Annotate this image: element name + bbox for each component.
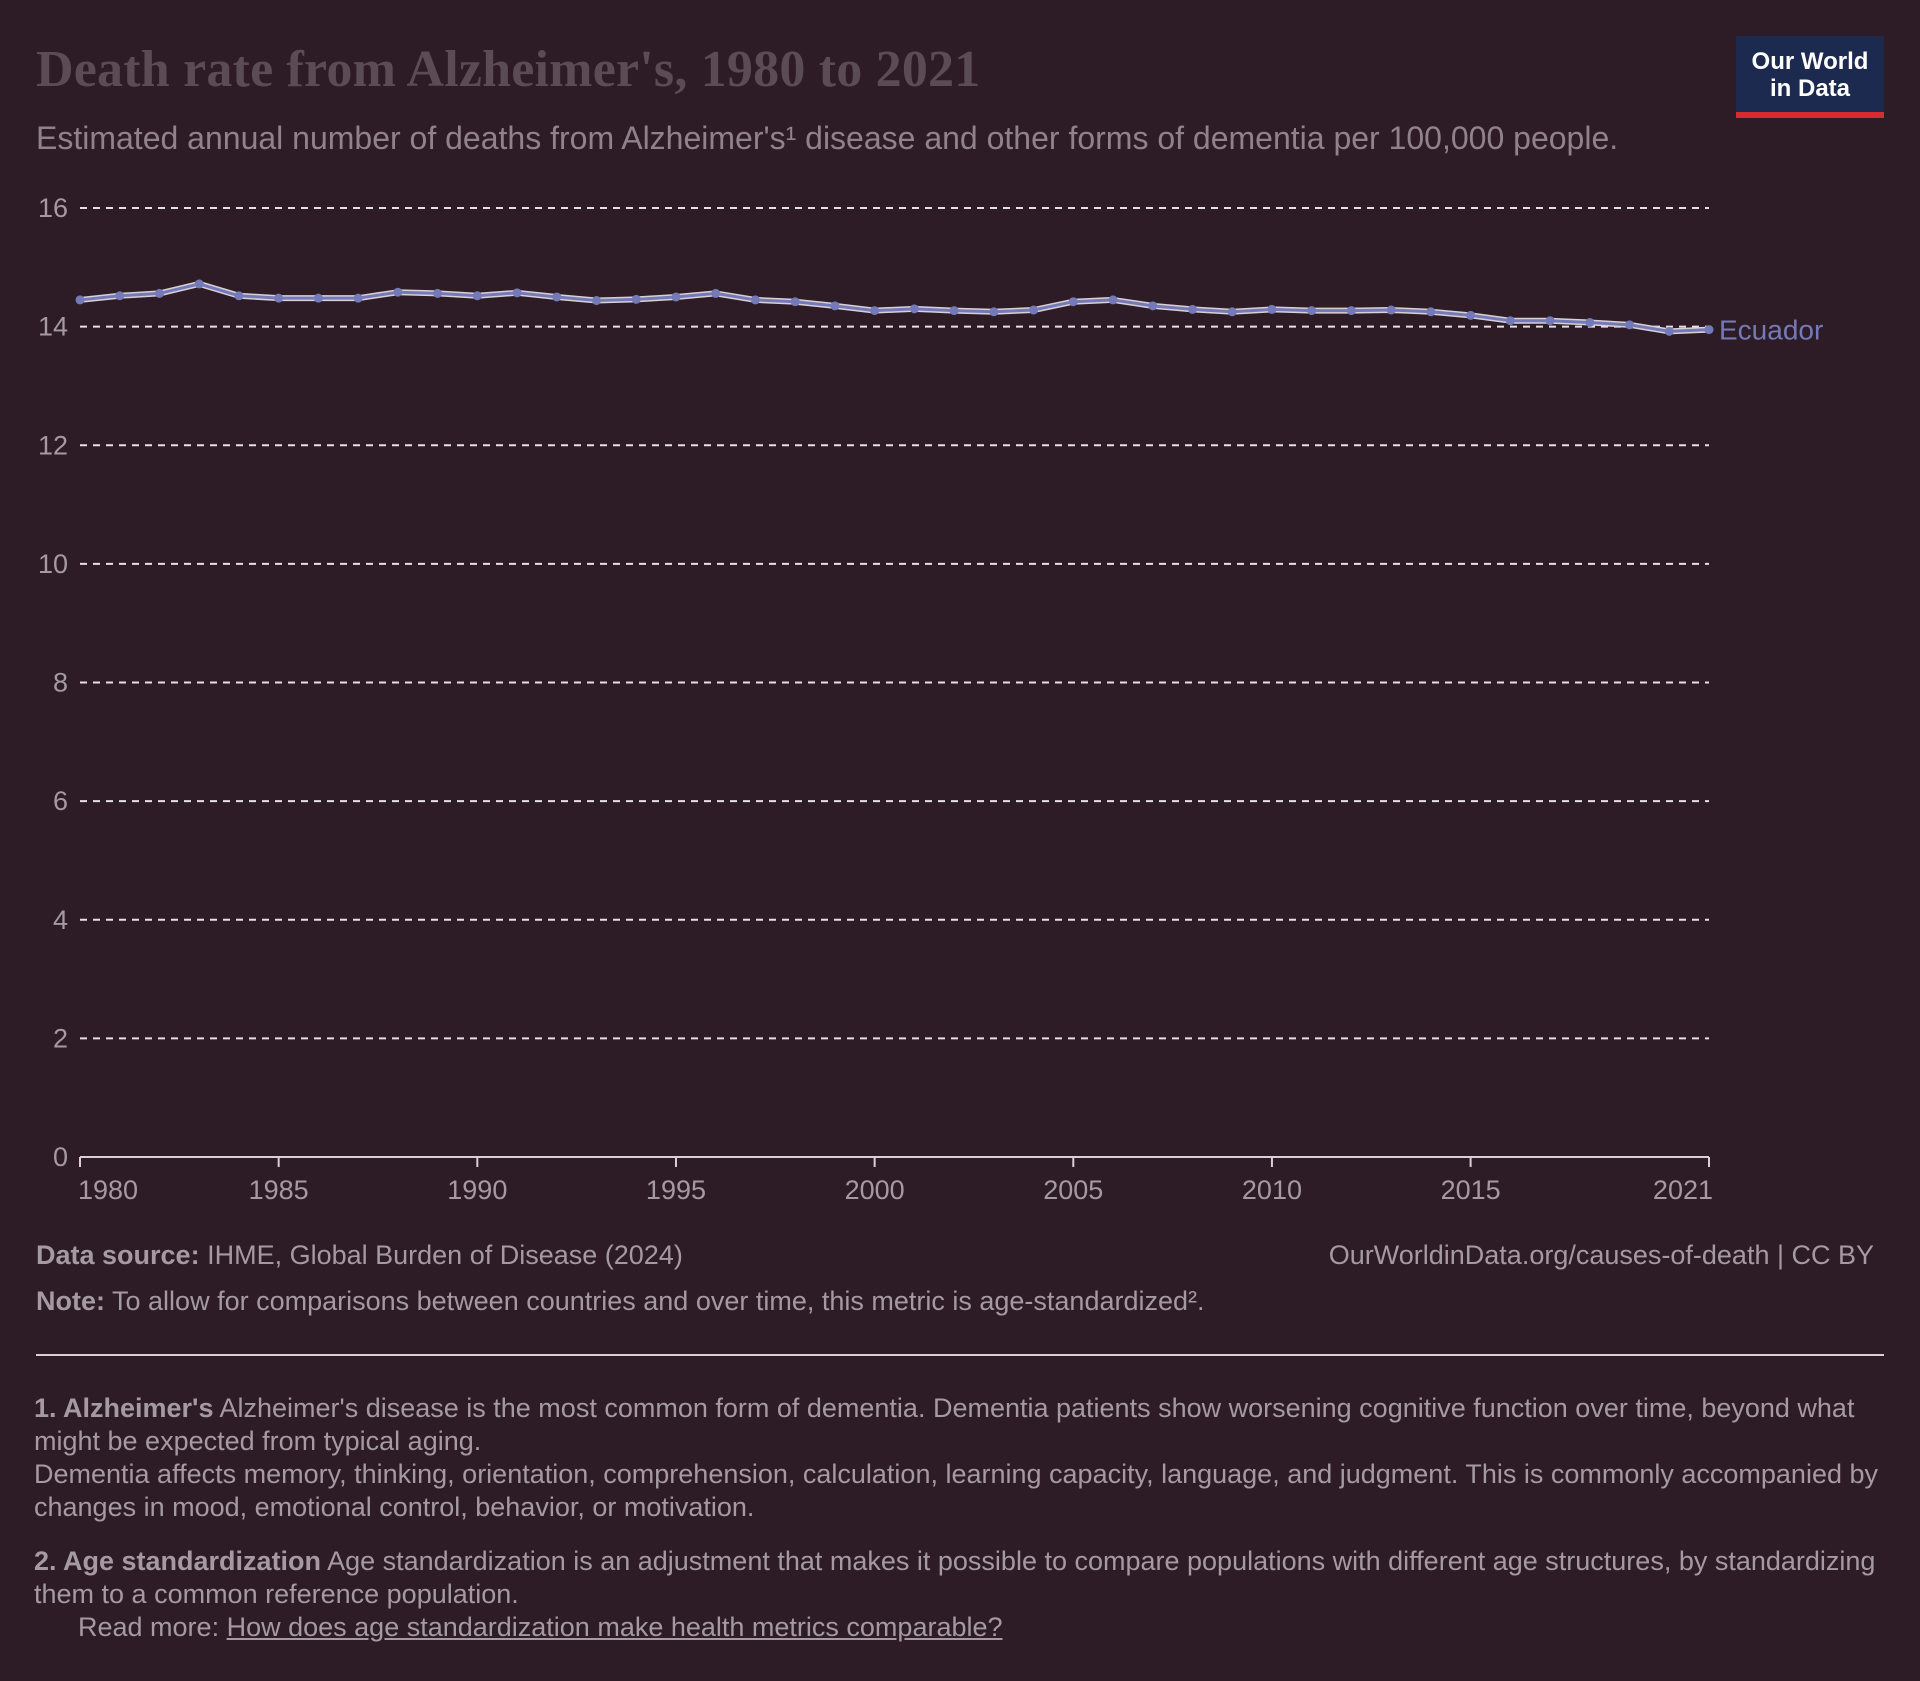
- source-text: IHME, Global Burden of Disease (2024): [207, 1240, 683, 1270]
- data-point: [313, 293, 323, 303]
- series-group: Ecuador: [75, 279, 1823, 346]
- data-point: [472, 291, 482, 301]
- footnote-1-label: 1. Alzheimer's: [34, 1393, 214, 1423]
- logo-line-2: in Data: [1769, 75, 1850, 102]
- data-point: [1585, 317, 1595, 327]
- data-point: [1068, 297, 1078, 307]
- data-point: [671, 292, 681, 302]
- read-more-link[interactable]: How does age standardization make health…: [226, 1612, 1003, 1642]
- data-point: [909, 304, 919, 314]
- x-tick-label: 2005: [1043, 1175, 1103, 1205]
- x-tick-label: 2000: [845, 1175, 905, 1205]
- footnote-2-text: Age standardization is an adjustment tha…: [34, 1546, 1876, 1609]
- chart-subtitle: Estimated annual number of deaths from A…: [36, 120, 1619, 156]
- y-tick-label: 16: [38, 193, 68, 223]
- logo-line-1: Our World: [1751, 48, 1869, 75]
- series-label: Ecuador: [1719, 315, 1823, 346]
- data-point: [1346, 306, 1356, 316]
- data-point: [1029, 305, 1039, 315]
- footnote-2: 2. Age standardization Age standardizati…: [34, 1545, 1894, 1644]
- y-tick-label: 10: [38, 549, 68, 579]
- data-point: [1187, 304, 1197, 314]
- x-tick-label: 2021: [1653, 1175, 1713, 1205]
- data-point: [750, 295, 760, 305]
- line-chart: 0 2 4 6 8 10 12 14 16 1980 1985 1990 1995 2000 2005 20…: [38, 193, 1823, 1205]
- data-point: [1664, 326, 1674, 336]
- footnote-1: 1. Alzheimer's Alzheimer's disease is th…: [34, 1392, 1894, 1524]
- source-line: Data source: IHME, Global Burden of Dise…: [36, 1240, 683, 1271]
- data-point: [711, 288, 721, 298]
- data-point: [393, 287, 403, 297]
- data-point: [790, 297, 800, 307]
- data-point: [1227, 307, 1237, 317]
- x-tick-label: 1985: [249, 1175, 309, 1205]
- data-point: [115, 291, 125, 301]
- x-axis: 1980 1985 1990 1995 2000 2005 2010 2015 2021: [78, 1156, 1713, 1205]
- owid-logo[interactable]: Our World in Data: [1736, 36, 1884, 118]
- y-tick-label: 6: [53, 786, 68, 816]
- data-point: [1148, 301, 1158, 311]
- data-point: [353, 293, 363, 303]
- data-point: [870, 306, 880, 316]
- x-tick-label: 1980: [78, 1175, 138, 1205]
- data-point: [1307, 306, 1317, 316]
- footnote-1-text-b: Dementia affects memory, thinking, orien…: [34, 1459, 1878, 1522]
- data-point: [1426, 307, 1436, 317]
- data-point: [1505, 316, 1515, 326]
- data-point: [552, 292, 562, 302]
- note-label: Note:: [36, 1286, 105, 1316]
- x-tick-label: 2010: [1242, 1175, 1302, 1205]
- y-tick-label: 14: [38, 312, 68, 342]
- read-more-label: Read more:: [78, 1612, 220, 1642]
- data-point: [274, 293, 284, 303]
- data-point: [1267, 304, 1277, 314]
- gridlines: [80, 207, 1709, 1040]
- data-point: [830, 301, 840, 311]
- data-point: [1625, 320, 1635, 330]
- x-tick-label: 2015: [1441, 1175, 1501, 1205]
- source-url[interactable]: OurWorldinData.org/causes-of-death | CC …: [1328, 1240, 1874, 1270]
- data-point: [154, 288, 164, 298]
- y-tick-label: 8: [53, 668, 68, 698]
- y-tick-label: 12: [38, 430, 68, 460]
- data-point: [631, 294, 641, 304]
- url-line[interactable]: OurWorldinData.org/causes-of-death | CC …: [1329, 1240, 1874, 1271]
- x-tick-label: 1995: [646, 1175, 706, 1205]
- data-point: [194, 279, 204, 289]
- data-point: [949, 306, 959, 316]
- data-point: [234, 291, 244, 301]
- chart-title: Death rate from Alzheimer's, 1980 to 202…: [36, 41, 981, 98]
- footnote-2-label: 2. Age standardization: [34, 1546, 322, 1576]
- data-point: [1466, 310, 1476, 320]
- series-line-halo: [79, 280, 1710, 335]
- note-text: To allow for comparisons between countri…: [112, 1286, 1205, 1316]
- y-tick-label: 0: [53, 1142, 68, 1172]
- series-line: [79, 282, 1710, 333]
- divider: [36, 1354, 1884, 1356]
- data-point: [512, 288, 522, 298]
- data-point: [1704, 325, 1714, 335]
- note-line: Note: To allow for comparisons between c…: [36, 1286, 1205, 1317]
- data-point: [989, 307, 999, 317]
- footnote-1-text-a: Alzheimer's disease is the most common f…: [34, 1393, 1855, 1456]
- y-axis-tick-labels: 0 2 4 6 8 10 12 14 16: [38, 193, 68, 1172]
- y-tick-label: 4: [53, 905, 68, 935]
- data-point: [1108, 295, 1118, 305]
- data-point: [1545, 316, 1555, 326]
- y-tick-label: 2: [53, 1023, 68, 1053]
- data-point: [592, 296, 602, 306]
- data-point: [1386, 305, 1396, 315]
- data-point: [433, 288, 443, 298]
- data-point: [75, 295, 85, 305]
- x-tick-label: 1990: [447, 1175, 507, 1205]
- source-label: Data source:: [36, 1240, 200, 1270]
